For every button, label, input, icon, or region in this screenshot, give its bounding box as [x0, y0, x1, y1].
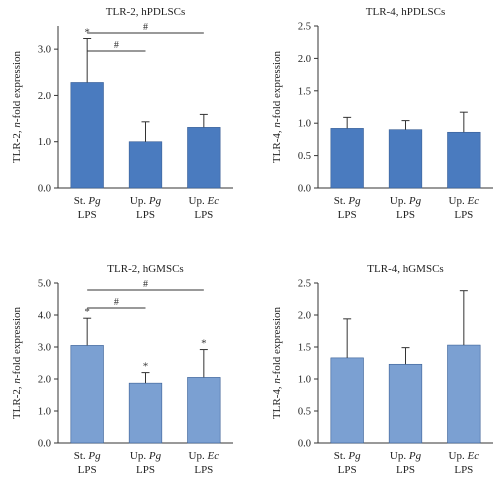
y-tick-label: 2.0: [298, 311, 311, 322]
x-tick-label: Up. Ec: [449, 195, 480, 207]
x-tick-label-line2: LPS: [454, 464, 473, 476]
x-tick-label-line2: LPS: [396, 464, 415, 476]
y-tick-label: 0.0: [38, 184, 51, 195]
x-tick-label-line2: LPS: [338, 464, 357, 476]
significance-star: *: [201, 338, 207, 350]
x-tick-label-line2: LPS: [396, 209, 415, 221]
y-tick-label: 3.0: [38, 343, 51, 354]
chart-title: TLR-4, hPDLSCs: [366, 6, 445, 18]
y-tick-label: 2.5: [298, 279, 311, 290]
chart-panel: TLR-2, hPDLSCs 0.0 1.0 2.0 3.0 TLR-2, n-fold …: [11, 6, 233, 221]
bar: [128, 382, 163, 444]
y-tick-label: 5.0: [38, 279, 51, 290]
x-tick-label: Up. Pg: [390, 450, 422, 462]
chart-panel: TLR-4, hGMSCs 0.0 0.5 1.0 1.5 2.0 2.5 TLR-4, n-…: [271, 263, 493, 476]
bar: [70, 345, 104, 444]
bar: [330, 357, 364, 444]
x-tick-label: Up. Ec: [189, 450, 220, 462]
significance-hash: #: [114, 40, 119, 51]
y-tick-label: 0.0: [298, 184, 311, 195]
y-tick-label: 1.5: [298, 343, 311, 354]
x-tick-label: Up. Ec: [189, 195, 220, 207]
bar: [70, 82, 104, 189]
y-tick-label: 1.0: [298, 375, 311, 386]
chart-panel: TLR-4, hPDLSCs 0.0 0.5 1.0 1.5 2.0 2.5 TLR-4, n…: [271, 6, 493, 221]
x-tick-label: Up. Pg: [390, 195, 422, 207]
bar: [388, 129, 423, 189]
y-tick-label: 0.5: [298, 407, 311, 418]
significance-star: *: [84, 306, 90, 318]
bar: [330, 128, 364, 189]
chart-title: TLR-2, hGMSCs: [107, 263, 183, 275]
y-tick-label: 3.0: [38, 45, 51, 56]
x-tick-label-line2: LPS: [194, 209, 213, 221]
y-tick-label: 2.0: [38, 91, 51, 102]
x-tick-label-line2: LPS: [136, 464, 155, 476]
y-tick-label: 1.0: [298, 119, 311, 130]
x-tick-label-line2: LPS: [454, 209, 473, 221]
y-axis-label: TLR-2, n-fold expression: [11, 306, 23, 419]
x-tick-label: Up. Ec: [449, 450, 480, 462]
y-tick-label: 1.5: [298, 86, 311, 97]
bar: [187, 377, 221, 444]
chart-title: TLR-2, hPDLSCs: [106, 6, 185, 18]
x-tick-label: Up. Pg: [130, 195, 162, 207]
x-tick-label: Up. Pg: [130, 450, 162, 462]
y-tick-label: 0.0: [38, 439, 51, 450]
chart-title: TLR-4, hGMSCs: [367, 263, 443, 275]
significance-star: *: [143, 361, 149, 373]
x-tick-label-line2: LPS: [78, 464, 97, 476]
x-tick-label-line2: LPS: [338, 209, 357, 221]
x-tick-label-line2: LPS: [194, 464, 213, 476]
significance-hash: #: [114, 297, 119, 308]
y-tick-label: 2.5: [298, 22, 311, 33]
y-tick-label: 4.0: [38, 311, 51, 322]
bar: [388, 363, 423, 444]
x-tick-label-line2: LPS: [136, 209, 155, 221]
y-tick-label: 2.0: [38, 375, 51, 386]
y-axis-label: TLR-2, n-fold expression: [11, 50, 23, 163]
x-tick-label: St. Pg: [334, 450, 361, 462]
y-tick-label: 1.0: [38, 407, 51, 418]
x-tick-label: St. Pg: [74, 195, 101, 207]
x-tick-label: St. Pg: [334, 195, 361, 207]
bar: [128, 141, 163, 189]
y-axis-label: TLR-4, n-fold expression: [271, 50, 283, 163]
bar: [447, 344, 481, 444]
bar: [187, 127, 221, 189]
x-tick-label-line2: LPS: [78, 209, 97, 221]
significance-star: *: [84, 26, 90, 38]
y-tick-label: 2.0: [298, 54, 311, 65]
chart-panel: TLR-2, hGMSCs 0.0 1.0 2.0 3.0 4.0 5.0 TLR-2, n-…: [11, 263, 233, 476]
bar: [447, 131, 481, 189]
x-tick-label: St. Pg: [74, 450, 101, 462]
y-tick-label: 0.5: [298, 151, 311, 162]
significance-hash: #: [143, 279, 148, 290]
significance-hash: #: [143, 22, 148, 33]
y-tick-label: 1.0: [38, 137, 51, 148]
y-tick-label: 0.0: [298, 439, 311, 450]
y-axis-label: TLR-4, n-fold expression: [271, 306, 283, 419]
